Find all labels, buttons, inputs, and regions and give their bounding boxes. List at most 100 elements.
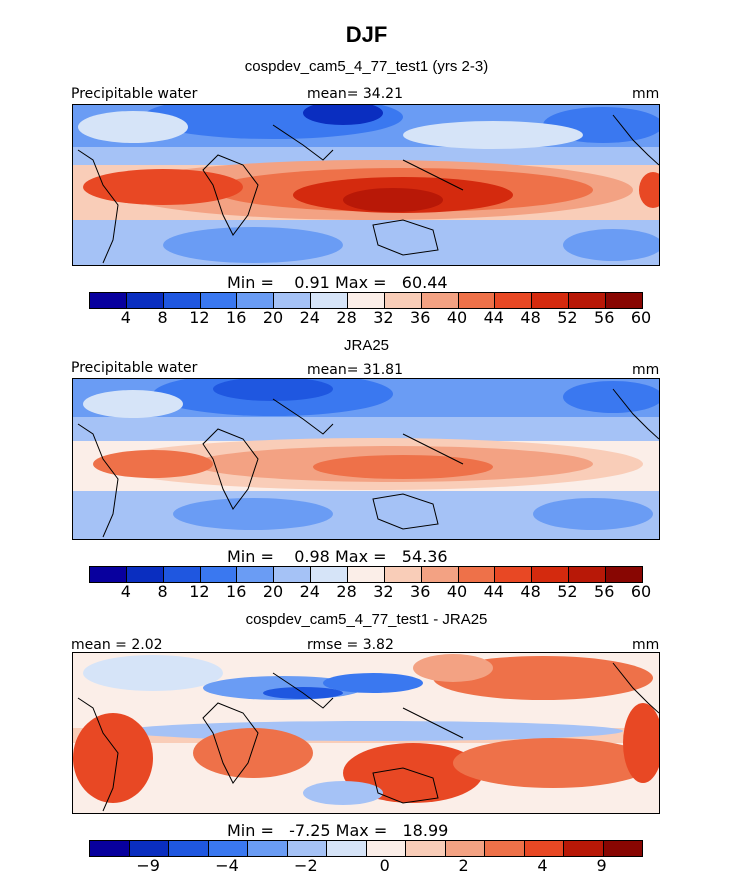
panel3-colorbar-ticks: −9 −4 −2 0 2 4 9 [89,856,641,875]
colorbar-swatch [237,293,275,308]
colorbar-tick-label: 8 [157,582,168,601]
figure-title: DJF [345,22,388,47]
colorbar-swatch [384,293,422,308]
panel3-mean: mean = 2.02 [71,637,163,653]
colorbar-swatch [495,293,533,308]
panel3-units: mm [632,637,660,653]
colorbar-swatch [606,567,642,582]
colorbar-tick-label: 2 [458,856,469,875]
colorbar-tick-label: −9 [136,856,160,875]
colorbar-tick-label: 20 [262,308,284,327]
colorbar-swatch [163,567,201,582]
panel2-field [73,379,659,539]
colorbar-swatch [129,841,169,856]
panel1-field [73,105,659,265]
colorbar-swatch [564,841,604,856]
colorbar-swatch [406,841,446,856]
colorbar-swatch [327,841,367,856]
colorbar-tick-label: 40 [446,308,468,327]
panel1-colorbar-ticks: 4 8 12 16 20 24 28 32 36 40 44 48 52 56 60 [89,308,651,327]
panel1-minmax: Min = 0.91 Max = 60.44 [227,273,448,292]
colorbar-tick-label: 28 [336,308,357,327]
colorbar-swatch [348,293,385,308]
colorbar-swatch [348,567,385,582]
colorbar-tick-label: 4 [120,582,131,601]
colorbar-swatch [311,293,349,308]
panel2-map [72,378,660,540]
colorbar-swatch [200,567,238,582]
colorbar-swatch [200,293,238,308]
colorbar-swatch [274,567,312,582]
panel2-colorbar-ticks: 4 8 12 16 20 24 28 32 36 40 44 48 52 56 60 [89,582,651,601]
colorbar-swatch [287,841,327,856]
colorbar-tick-label: 60 [630,582,652,601]
colorbar-tick-label: 40 [446,582,468,601]
panel1-mean: mean= 34.21 [307,86,403,102]
colorbar-tick-label: 44 [483,582,504,601]
colorbar-tick-label: 12 [189,308,210,327]
colorbar-tick-label: 36 [410,582,431,601]
colorbar-tick-label: 48 [520,308,541,327]
colorbar-swatch [606,293,642,308]
colorbar-swatch [532,567,570,582]
colorbar-swatch [421,293,459,308]
colorbar-tick-label: 32 [373,308,394,327]
panel1-variable: Precipitable water [71,86,198,102]
colorbar-swatch [208,841,248,856]
colorbar-swatch [569,293,607,308]
panel2-colorbar [89,566,643,583]
colorbar-swatch [237,567,275,582]
colorbar-tick-label: 20 [262,582,284,601]
colorbar-tick-label: 44 [483,308,504,327]
colorbar-tick-label: −2 [294,856,318,875]
colorbar-swatch [524,841,564,856]
colorbar-swatch [90,293,127,308]
colorbar-swatch [248,841,288,856]
colorbar-tick-label: 12 [189,582,210,601]
colorbar-tick-label: 4 [537,856,548,875]
colorbar-tick-label: 32 [373,582,394,601]
colorbar-swatch [274,293,312,308]
panel3-minmax: Min = -7.25 Max = 18.99 [227,821,449,840]
colorbar-swatch [169,841,209,856]
colorbar-tick-label: 56 [594,582,615,601]
colorbar-tick-label: 24 [299,308,320,327]
colorbar-swatch [311,567,349,582]
colorbar-tick-label: 48 [520,582,541,601]
colorbar-swatch [366,841,406,856]
colorbar-tick-label: 36 [410,308,431,327]
colorbar-tick-label: 52 [557,582,578,601]
colorbar-tick-label: 0 [379,856,390,875]
colorbar-swatch [485,841,525,856]
colorbar-tick-label: 16 [226,308,247,327]
panel3-map [72,652,660,814]
colorbar-tick-label: 16 [226,582,247,601]
panel1-map [72,104,660,266]
colorbar-swatch [458,567,496,582]
colorbar-swatch [421,567,459,582]
panel2-variable: Precipitable water [71,360,198,376]
colorbar-tick-label: 4 [120,308,131,327]
colorbar-swatch [445,841,485,856]
colorbar-tick-label: 52 [557,308,578,327]
panel1-title: cospdev_cam5_4_77_test1 (yrs 2-3) [244,58,489,75]
panel2-title: JRA25 [343,337,390,354]
panel1-colorbar [89,292,643,309]
colorbar-swatch [90,841,130,856]
panel2-units: mm [632,362,660,378]
panel2-mean: mean= 31.81 [307,362,403,378]
colorbar-swatch [384,567,422,582]
panel3-title: cospdev_cam5_4_77_test1 - JRA25 [245,611,488,628]
colorbar-swatch [126,293,164,308]
panel1-units: mm [632,86,660,102]
colorbar-tick-label: 60 [630,308,652,327]
colorbar-swatch [458,293,496,308]
panel3-colorbar [89,840,643,857]
colorbar-tick-label: −4 [215,856,239,875]
panel3-field [73,653,659,813]
colorbar-swatch [603,841,642,856]
colorbar-swatch [495,567,533,582]
colorbar-swatch [90,567,127,582]
colorbar-swatch [126,567,164,582]
panel3-rmse: rmse = 3.82 [307,637,394,653]
